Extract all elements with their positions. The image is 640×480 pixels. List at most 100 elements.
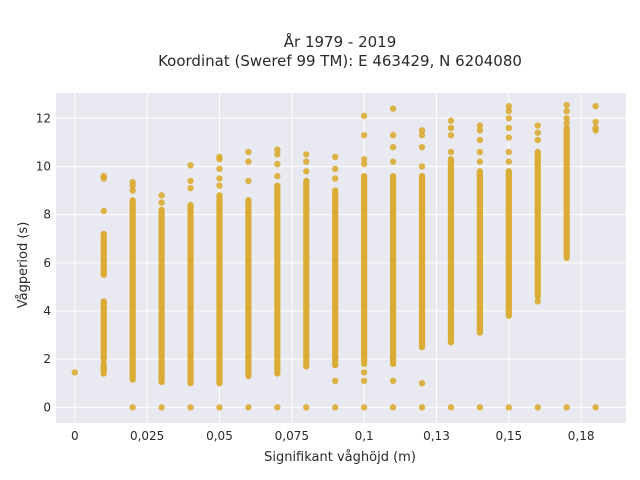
x-tick-label: 0,18 (568, 429, 595, 443)
y-axis-ticks: 0 2 4 6 8 10 12 (36, 111, 51, 414)
data-point (563, 115, 570, 122)
y-tick-label: 12 (36, 111, 51, 125)
data-point (100, 172, 107, 180)
chart-title: År 1979 - 2019 (284, 32, 397, 51)
data-point (389, 105, 397, 112)
data-point (447, 131, 455, 139)
x-tick-label: 0,1 (355, 429, 374, 443)
y-tick-label: 2 (43, 352, 51, 366)
data-point (418, 127, 426, 134)
data-point (332, 153, 339, 161)
x-tick-label: 0,15 (495, 429, 522, 443)
data-point (360, 112, 368, 120)
data-point (505, 404, 513, 411)
x-tick-label: 0,05 (206, 429, 233, 443)
data-point (360, 377, 368, 385)
chart-subtitle: Koordinat (Sweref 99 TM): E 463429, N 62… (158, 52, 522, 70)
data-point (476, 148, 484, 156)
data-point (505, 107, 513, 115)
data-point (505, 124, 513, 132)
data-point (447, 404, 455, 411)
data-point (534, 122, 541, 129)
data-point (418, 163, 426, 170)
x-axis-ticks: 0 0,025 0,05 0,075 0,1 0,13 0,15 0,18 (71, 429, 595, 443)
data-point (158, 404, 165, 411)
data-point (592, 118, 599, 126)
data-point (534, 129, 541, 136)
data-point (245, 404, 252, 411)
data-point (476, 127, 484, 134)
data-point (563, 119, 570, 127)
data-point (158, 192, 165, 199)
data-point (360, 160, 368, 168)
plot-area (56, 93, 626, 423)
data-point (418, 131, 426, 139)
data-point (360, 156, 368, 163)
data-point (187, 162, 194, 169)
data-point (274, 160, 281, 168)
data-point (592, 404, 599, 411)
y-tick-label: 6 (43, 256, 51, 270)
data-point (360, 369, 368, 376)
data-point (505, 148, 513, 156)
data-point (505, 134, 513, 141)
data-point (534, 136, 541, 144)
data-point (534, 298, 541, 305)
x-tick-label: 0 (71, 429, 79, 443)
data-point (303, 168, 310, 175)
data-point (505, 115, 513, 122)
x-tick-label: 0,075 (275, 429, 309, 443)
data-point (129, 187, 136, 194)
data-point (389, 143, 397, 151)
data-point (274, 404, 281, 411)
data-point (360, 404, 368, 411)
data-point (245, 177, 252, 185)
y-tick-label: 8 (43, 208, 51, 222)
data-point (187, 404, 194, 411)
data-point (476, 122, 484, 129)
data-point (389, 131, 397, 139)
data-point (303, 158, 310, 165)
grid-lines (56, 93, 626, 423)
data-point (360, 131, 368, 139)
data-point (418, 404, 426, 411)
data-point (563, 101, 570, 109)
data-point (129, 404, 136, 411)
data-point (158, 199, 165, 206)
data-point (505, 158, 513, 165)
data-point (216, 404, 223, 411)
y-tick-label: 4 (43, 304, 51, 318)
data-point (332, 404, 339, 411)
data-point (303, 404, 310, 411)
data-point (592, 103, 599, 110)
data-point (389, 404, 397, 411)
x-tick-label: 0,025 (130, 429, 164, 443)
data-point (187, 177, 194, 185)
data-point (129, 178, 136, 186)
data-point (447, 148, 455, 156)
data-point (476, 158, 484, 165)
data-point (332, 165, 339, 173)
data-point (100, 207, 107, 215)
data-point (332, 377, 339, 385)
data-point (534, 404, 541, 411)
data-point (274, 151, 281, 158)
data-point (216, 153, 223, 161)
data-point (245, 158, 252, 165)
data-point (447, 124, 455, 132)
y-tick-label: 10 (36, 159, 51, 173)
data-point (476, 404, 484, 411)
data-point (389, 377, 397, 385)
data-point (216, 165, 223, 173)
y-tick-label: 0 (43, 400, 51, 414)
data-point (592, 124, 599, 132)
data-point (187, 184, 194, 192)
data-point (216, 175, 223, 182)
data-point (389, 158, 397, 165)
data-point (245, 148, 252, 156)
data-point (563, 107, 570, 115)
data-point (274, 172, 281, 180)
x-tick-label: 0,13 (423, 429, 450, 443)
